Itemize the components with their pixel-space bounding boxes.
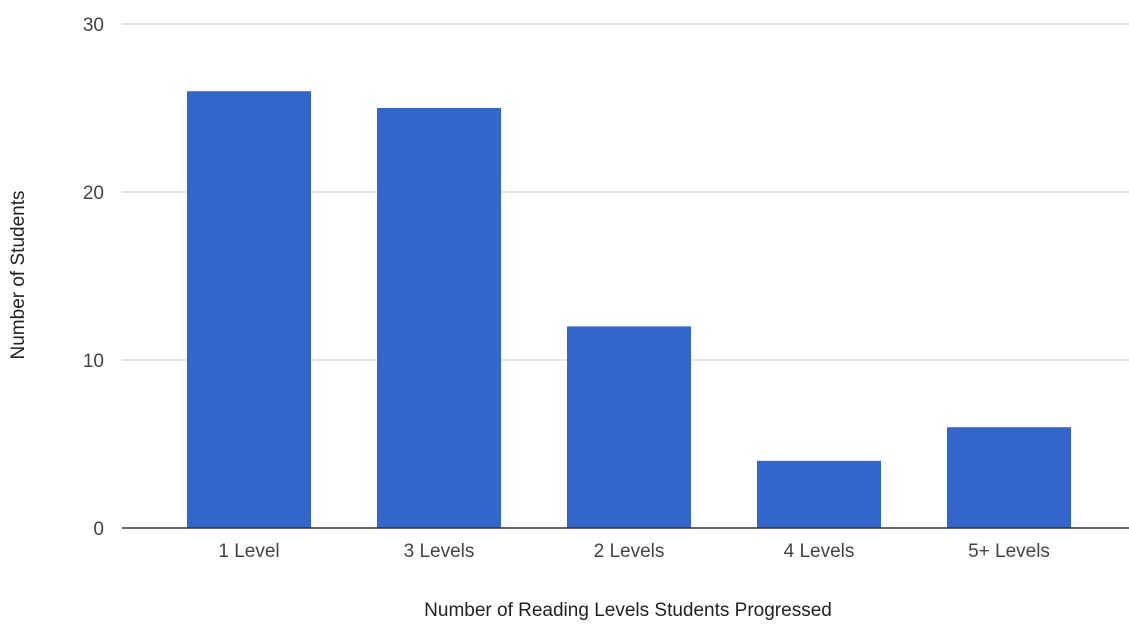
x-tick-label: 5+ Levels [968, 541, 1050, 562]
bars [187, 91, 1071, 528]
x-tick-label: 4 Levels [784, 541, 855, 562]
bar-3-levels [377, 108, 501, 528]
y-tick-label: 20 [83, 183, 104, 204]
y-axis-title: Number of Students [8, 191, 29, 360]
bar-4-levels [757, 460, 881, 528]
y-tick-label: 30 [83, 15, 104, 36]
bar-1-level [187, 91, 311, 528]
bar-5-levels [947, 427, 1071, 528]
x-axis-ticks: 1 Level 3 Levels 2 Levels 4 Levels 5+ Levels [218, 541, 1050, 562]
x-tick-label: 2 Levels [594, 541, 665, 562]
x-tick-label: 3 Levels [404, 541, 475, 562]
bar-2-levels [567, 326, 691, 528]
y-tick-label: 0 [93, 519, 104, 540]
x-axis-title: Number of Reading Levels Students Progre… [424, 600, 832, 621]
y-tick-label: 10 [83, 351, 104, 372]
x-tick-label: 1 Level [218, 541, 279, 562]
y-axis-ticks: 0 10 20 30 [83, 15, 104, 540]
